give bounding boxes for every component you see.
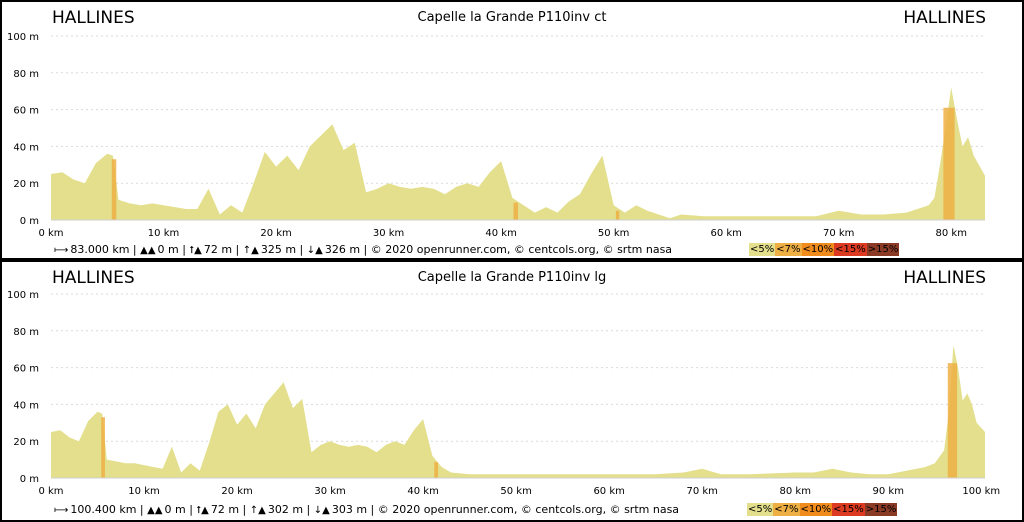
steep-segment (615, 210, 620, 220)
route-stats: ⟼ 83.000 km | ▲▲ 0 m | ⭡▲ 72 m | ↑▲ 325 m | … (54, 243, 673, 256)
max-altitude-value: 72 m (203, 243, 233, 256)
x-tick-label: 40 km (407, 486, 438, 497)
ascent-icon: ↑▲ (249, 505, 266, 516)
x-tick-label: 90 km (873, 486, 904, 497)
legend-item: <5% (747, 503, 774, 516)
y-tick-label: 40 m (13, 142, 39, 153)
steep-segment (513, 202, 518, 220)
min-altitude-icon: ▲▲ (140, 245, 156, 256)
y-tick-label: 0 m (20, 474, 39, 485)
x-tick-label: 20 km (221, 486, 252, 497)
steep-segment (943, 107, 955, 220)
descent-icon: ↓▲ (306, 245, 323, 256)
descent-value: 303 m (331, 503, 368, 516)
x-tick-label: 70 km (686, 486, 717, 497)
steep-segment (947, 363, 958, 478)
distance-value: 100.400 km (70, 503, 137, 516)
x-tick-label: 50 km (598, 228, 629, 239)
elevation-chart-lg: 0 m 20 m 40 m 60 m 80 m 100 m 0 km 10 km 20 km 30… (7, 290, 1000, 497)
steep-segment (434, 462, 438, 478)
legend-item: >15% (864, 503, 898, 516)
y-tick-label: 100 m (7, 32, 39, 43)
x-tick-label: 50 km (500, 486, 531, 497)
y-tick-label: 80 m (13, 327, 39, 338)
legend-item: <10% (799, 503, 833, 516)
start-label: HALLINES (52, 8, 135, 28)
distance-icon: ⟼ (54, 245, 69, 256)
max-altitude-icon: ⭡▲ (189, 245, 202, 256)
x-tick-label: 30 km (314, 486, 345, 497)
legend-item: <7% (775, 243, 802, 256)
legend-item: <10% (801, 243, 835, 256)
start-label: HALLINES (52, 268, 135, 288)
ascent-icon: ↑▲ (242, 245, 259, 256)
elevation-area (51, 345, 985, 478)
max-altitude-value: 72 m (210, 503, 240, 516)
x-tick-label: 10 km (128, 486, 159, 497)
x-tick-label: 70 km (823, 228, 854, 239)
descent-value: 326 m (324, 243, 361, 256)
descent-icon: ↓▲ (313, 505, 330, 516)
x-tick-label: 30 km (373, 228, 404, 239)
y-tick-label: 20 m (13, 179, 39, 190)
x-tick-label: 10 km (148, 228, 179, 239)
legend-item: <5% (749, 243, 776, 256)
chart-title: Capelle la Grande P110inv ct (417, 10, 607, 25)
steep-segment (101, 417, 105, 478)
max-altitude-icon: ⭡▲ (196, 505, 209, 516)
end-label: HALLINES (903, 268, 986, 288)
min-altitude-icon: ▲▲ (147, 505, 163, 516)
ascent-value: 302 m (267, 503, 304, 516)
min-altitude-value: 0 m (157, 243, 179, 256)
x-tick-label: 80 km (780, 486, 811, 497)
legend-item: >15% (866, 243, 900, 256)
x-tick-label: 60 km (593, 486, 624, 497)
slope-legend: <5% <7% <10% <15% >15% (749, 243, 900, 256)
y-tick-label: 0 m (20, 216, 39, 227)
x-tick-label: 40 km (485, 228, 516, 239)
x-tick-label: 0 km (38, 228, 63, 239)
x-tick-label: 100 km (962, 486, 1000, 497)
elevation-panel-lg: HALLINES Capelle la Grande P110inv lg HA… (2, 262, 1022, 520)
min-altitude-value: 0 m (164, 503, 186, 516)
slope-legend: <5% <7% <10% <15% >15% (747, 503, 898, 516)
credits-text: © 2020 openrunner.com, © centcols.org, ©… (370, 243, 673, 256)
route-stats: ⟼ 100.400 km | ▲▲ 0 m | ⭡▲ 72 m | ↑▲ 302 m |… (54, 503, 680, 516)
ascent-value: 325 m (260, 243, 297, 256)
y-tick-label: 20 m (13, 437, 39, 448)
y-tick-label: 80 m (13, 69, 39, 80)
steep-segment (111, 159, 117, 220)
chart-title: Capelle la Grande P110inv lg (417, 270, 607, 285)
x-tick-label: 60 km (710, 228, 741, 239)
credits-text: © 2020 openrunner.com, © centcols.org, ©… (377, 503, 680, 516)
y-tick-label: 40 m (13, 400, 39, 411)
end-label: HALLINES (903, 8, 986, 28)
elevation-panel-ct: HALLINES Capelle la Grande P110inv ct HA… (2, 2, 1022, 258)
x-tick-label: 20 km (260, 228, 291, 239)
distance-value: 83.000 km (70, 243, 130, 256)
elevation-area (51, 87, 985, 220)
legend-item: <7% (773, 503, 800, 516)
legend-item: <15% (834, 243, 867, 256)
y-tick-label: 60 m (13, 364, 39, 375)
x-tick-label: 0 km (38, 486, 63, 497)
legend-item: <15% (832, 503, 865, 516)
elevation-chart-ct: 0 m 20 m 40 m 60 m 80 m 100 m 0 km 10 km 20 km 30… (7, 32, 985, 239)
y-tick-label: 100 m (7, 290, 39, 301)
y-tick-label: 60 m (13, 106, 39, 117)
distance-icon: ⟼ (54, 505, 69, 516)
x-tick-label: 80 km (936, 228, 967, 239)
